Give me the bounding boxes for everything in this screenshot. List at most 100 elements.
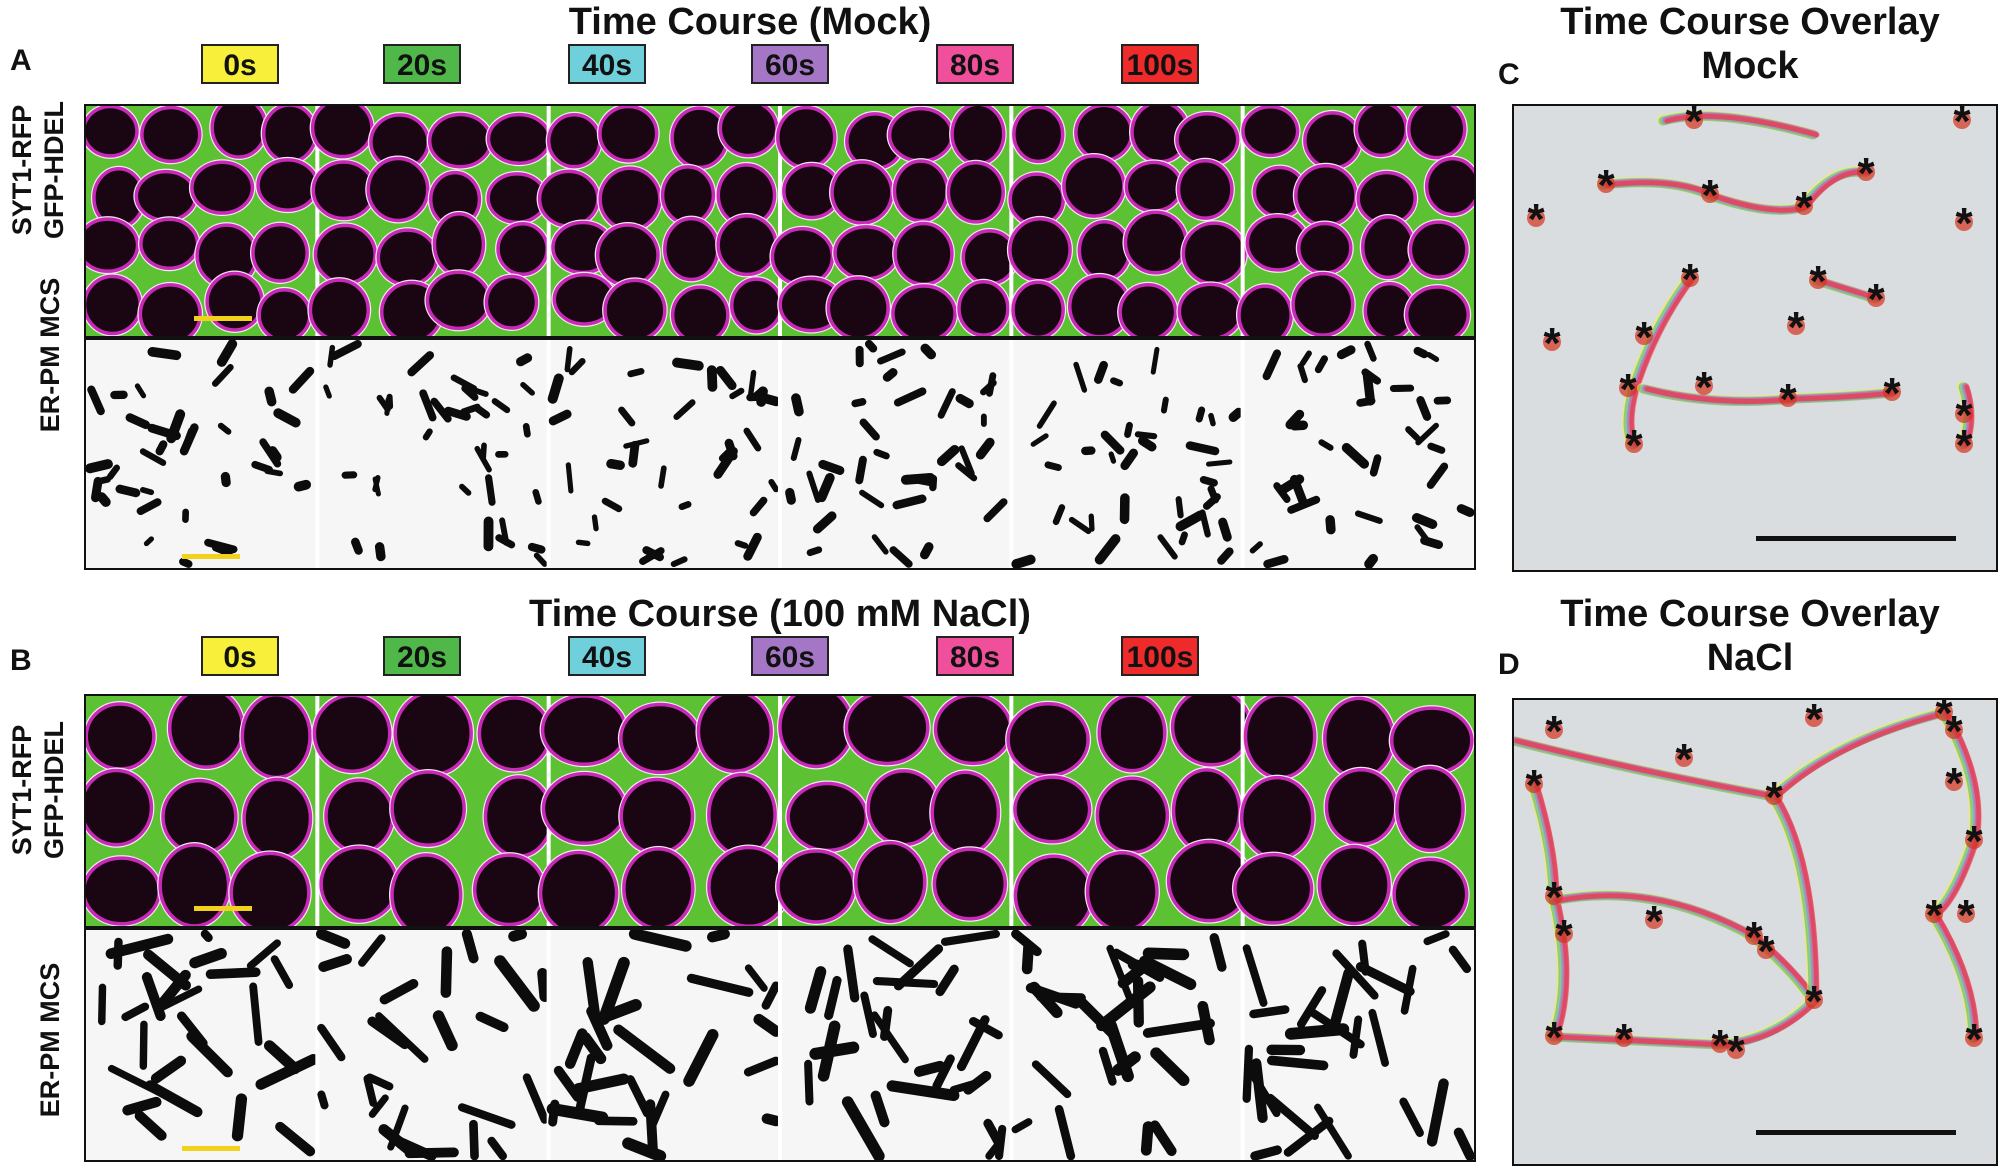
panel-b-row2-label: ER-PM MCS bbox=[35, 962, 65, 1118]
scale-bar bbox=[1756, 1130, 1956, 1135]
mcs-tile bbox=[546, 930, 782, 1160]
panel-d-overlay: * * * * * * * * * * * * * * * * * * * * * * bbox=[1512, 698, 1998, 1166]
asterisk-marker: * bbox=[1645, 897, 1663, 946]
panel-a-merge-image bbox=[86, 106, 1474, 336]
mcs-tile bbox=[1011, 930, 1227, 1160]
panel-letter-d: D bbox=[1498, 648, 1520, 681]
asterisk-marker: * bbox=[1555, 911, 1573, 960]
panel-a-time-label-100s: 100s bbox=[1121, 44, 1199, 84]
asterisk-marker: * bbox=[1525, 761, 1543, 810]
panel-a-time-label-80s: 80s bbox=[936, 44, 1014, 84]
panel-b-row1-label-line2: GFP-HDEL bbox=[39, 721, 69, 859]
panel-c-title: Time Course Overlay Mock bbox=[1500, 0, 2000, 88]
merge-tile bbox=[1005, 696, 1254, 926]
asterisk-marker: * bbox=[1597, 161, 1615, 210]
panel-c-overlay-image: * ** * *** ** * *** ** * * * ** * bbox=[1514, 106, 1996, 570]
mcs-tile bbox=[323, 340, 548, 567]
panel-d-title: Time Course Overlay NaCl bbox=[1500, 592, 2000, 680]
panel-c-overlay: * * * * * * * * * * * * * * * * * * * * * bbox=[1512, 104, 1998, 572]
asterisk-marker: * bbox=[1711, 1021, 1729, 1070]
merge-tile bbox=[1235, 106, 1474, 336]
asterisk-marker: * bbox=[1925, 891, 1943, 940]
scale-bar bbox=[182, 1146, 240, 1151]
asterisk-marker: * bbox=[1945, 707, 1963, 756]
panel-a-time-label-60s: 60s bbox=[751, 44, 829, 84]
panel-b-time-label-40s: 40s bbox=[568, 636, 646, 676]
panel-d-overlay-image: *** *** * **** * *** *** * ** * bbox=[1514, 700, 1996, 1164]
asterisk-marker: * bbox=[1527, 195, 1545, 244]
panel-d-title-line2: NaCl bbox=[1706, 637, 1794, 679]
panel-c-title-line2: Mock bbox=[1701, 45, 1799, 87]
asterisk-marker: * bbox=[1795, 183, 1813, 232]
asterisk-marker: * bbox=[1955, 391, 1973, 440]
asterisk-marker: * bbox=[1675, 735, 1693, 784]
mcs-tile bbox=[315, 930, 550, 1160]
panel-b-time-label-60s: 60s bbox=[751, 636, 829, 676]
panel-b-merge-image bbox=[86, 696, 1474, 926]
asterisk-marker: * bbox=[1953, 106, 1971, 146]
mcs-tile bbox=[804, 930, 1007, 1160]
panel-a-row1-label: SYT1-RFP GFP-HDEL bbox=[6, 101, 70, 239]
panel-b-title: Time Course (100 mM NaCl) bbox=[529, 593, 1031, 635]
panel-b-mcs-image bbox=[86, 930, 1474, 1160]
merge-tile bbox=[1231, 696, 1474, 926]
asterisk-marker: * bbox=[1809, 257, 1827, 306]
panel-letter-c: C bbox=[1498, 58, 1520, 91]
panel-a-mcs-strip bbox=[84, 338, 1476, 570]
asterisk-marker: * bbox=[1615, 1015, 1633, 1064]
merge-tile bbox=[311, 696, 555, 926]
merge-tile bbox=[537, 696, 792, 926]
asterisk-marker: * bbox=[1543, 319, 1561, 368]
mcs-tile bbox=[86, 340, 315, 568]
asterisk-marker: * bbox=[1787, 303, 1805, 352]
asterisk-marker: * bbox=[1955, 199, 1973, 248]
scale-bar bbox=[194, 316, 252, 321]
asterisk-marker: * bbox=[1685, 106, 1703, 146]
merge-tile bbox=[307, 106, 553, 336]
asterisk-marker: * bbox=[1545, 873, 1563, 922]
asterisk-marker: * bbox=[1765, 773, 1783, 822]
mcs-tile bbox=[1242, 930, 1474, 1160]
panel-b-row1-label: SYT1-RFP GFP-HDEL bbox=[6, 721, 70, 859]
asterisk-marker: * bbox=[1867, 275, 1885, 324]
asterisk-marker: * bbox=[1727, 1027, 1745, 1076]
asterisk-marker: * bbox=[1545, 707, 1563, 756]
panel-a-mcs-image bbox=[86, 340, 1474, 568]
asterisk-marker: * bbox=[1635, 313, 1653, 362]
panel-b-mcs-strip bbox=[84, 928, 1476, 1162]
asterisk-marker: * bbox=[1857, 149, 1875, 198]
panel-b-row1-label-line1: SYT1-RFP bbox=[7, 724, 37, 856]
panel-a-row1-label-line1: SYT1-RFP bbox=[7, 104, 37, 236]
asterisk-marker: * bbox=[1957, 891, 1975, 940]
scale-bar bbox=[182, 554, 240, 559]
panel-a-time-label-40s: 40s bbox=[568, 44, 646, 84]
merge-tile bbox=[769, 106, 1020, 336]
asterisk-marker: * bbox=[1701, 171, 1719, 220]
merge-tile bbox=[536, 106, 785, 336]
asterisk-marker: * bbox=[1965, 817, 1983, 866]
asterisk-marker: * bbox=[1883, 369, 1901, 418]
panel-b-merge-strip bbox=[84, 694, 1476, 928]
panel-b-time-label-0s: 0s bbox=[201, 636, 279, 676]
panel-b-time-label-100s: 100s bbox=[1121, 636, 1199, 676]
merge-tile bbox=[775, 696, 1014, 925]
asterisk-marker: * bbox=[1619, 365, 1637, 414]
merge-tile bbox=[86, 696, 314, 926]
merge-tile bbox=[86, 106, 321, 336]
panel-a-row1-label-line2: GFP-HDEL bbox=[39, 101, 69, 239]
scale-bar bbox=[194, 906, 252, 911]
asterisk-marker: * bbox=[1805, 977, 1823, 1026]
scale-bar bbox=[1756, 536, 1956, 541]
mcs-tile bbox=[1249, 340, 1474, 568]
asterisk-marker: * bbox=[1625, 421, 1643, 470]
asterisk-marker: * bbox=[1805, 700, 1823, 744]
asterisk-marker: * bbox=[1779, 375, 1797, 424]
panel-a-time-label-0s: 0s bbox=[201, 44, 279, 84]
panel-a-time-label-20s: 20s bbox=[383, 44, 461, 84]
asterisk-marker: * bbox=[1545, 1013, 1563, 1062]
panel-a-row2-label: ER-PM MCS bbox=[35, 277, 65, 433]
mcs-tile bbox=[785, 340, 1008, 568]
panel-d-title-line1: Time Course Overlay bbox=[1560, 593, 1940, 635]
panel-b-time-label-20s: 20s bbox=[383, 636, 461, 676]
panel-a-merge-strip bbox=[84, 104, 1476, 338]
